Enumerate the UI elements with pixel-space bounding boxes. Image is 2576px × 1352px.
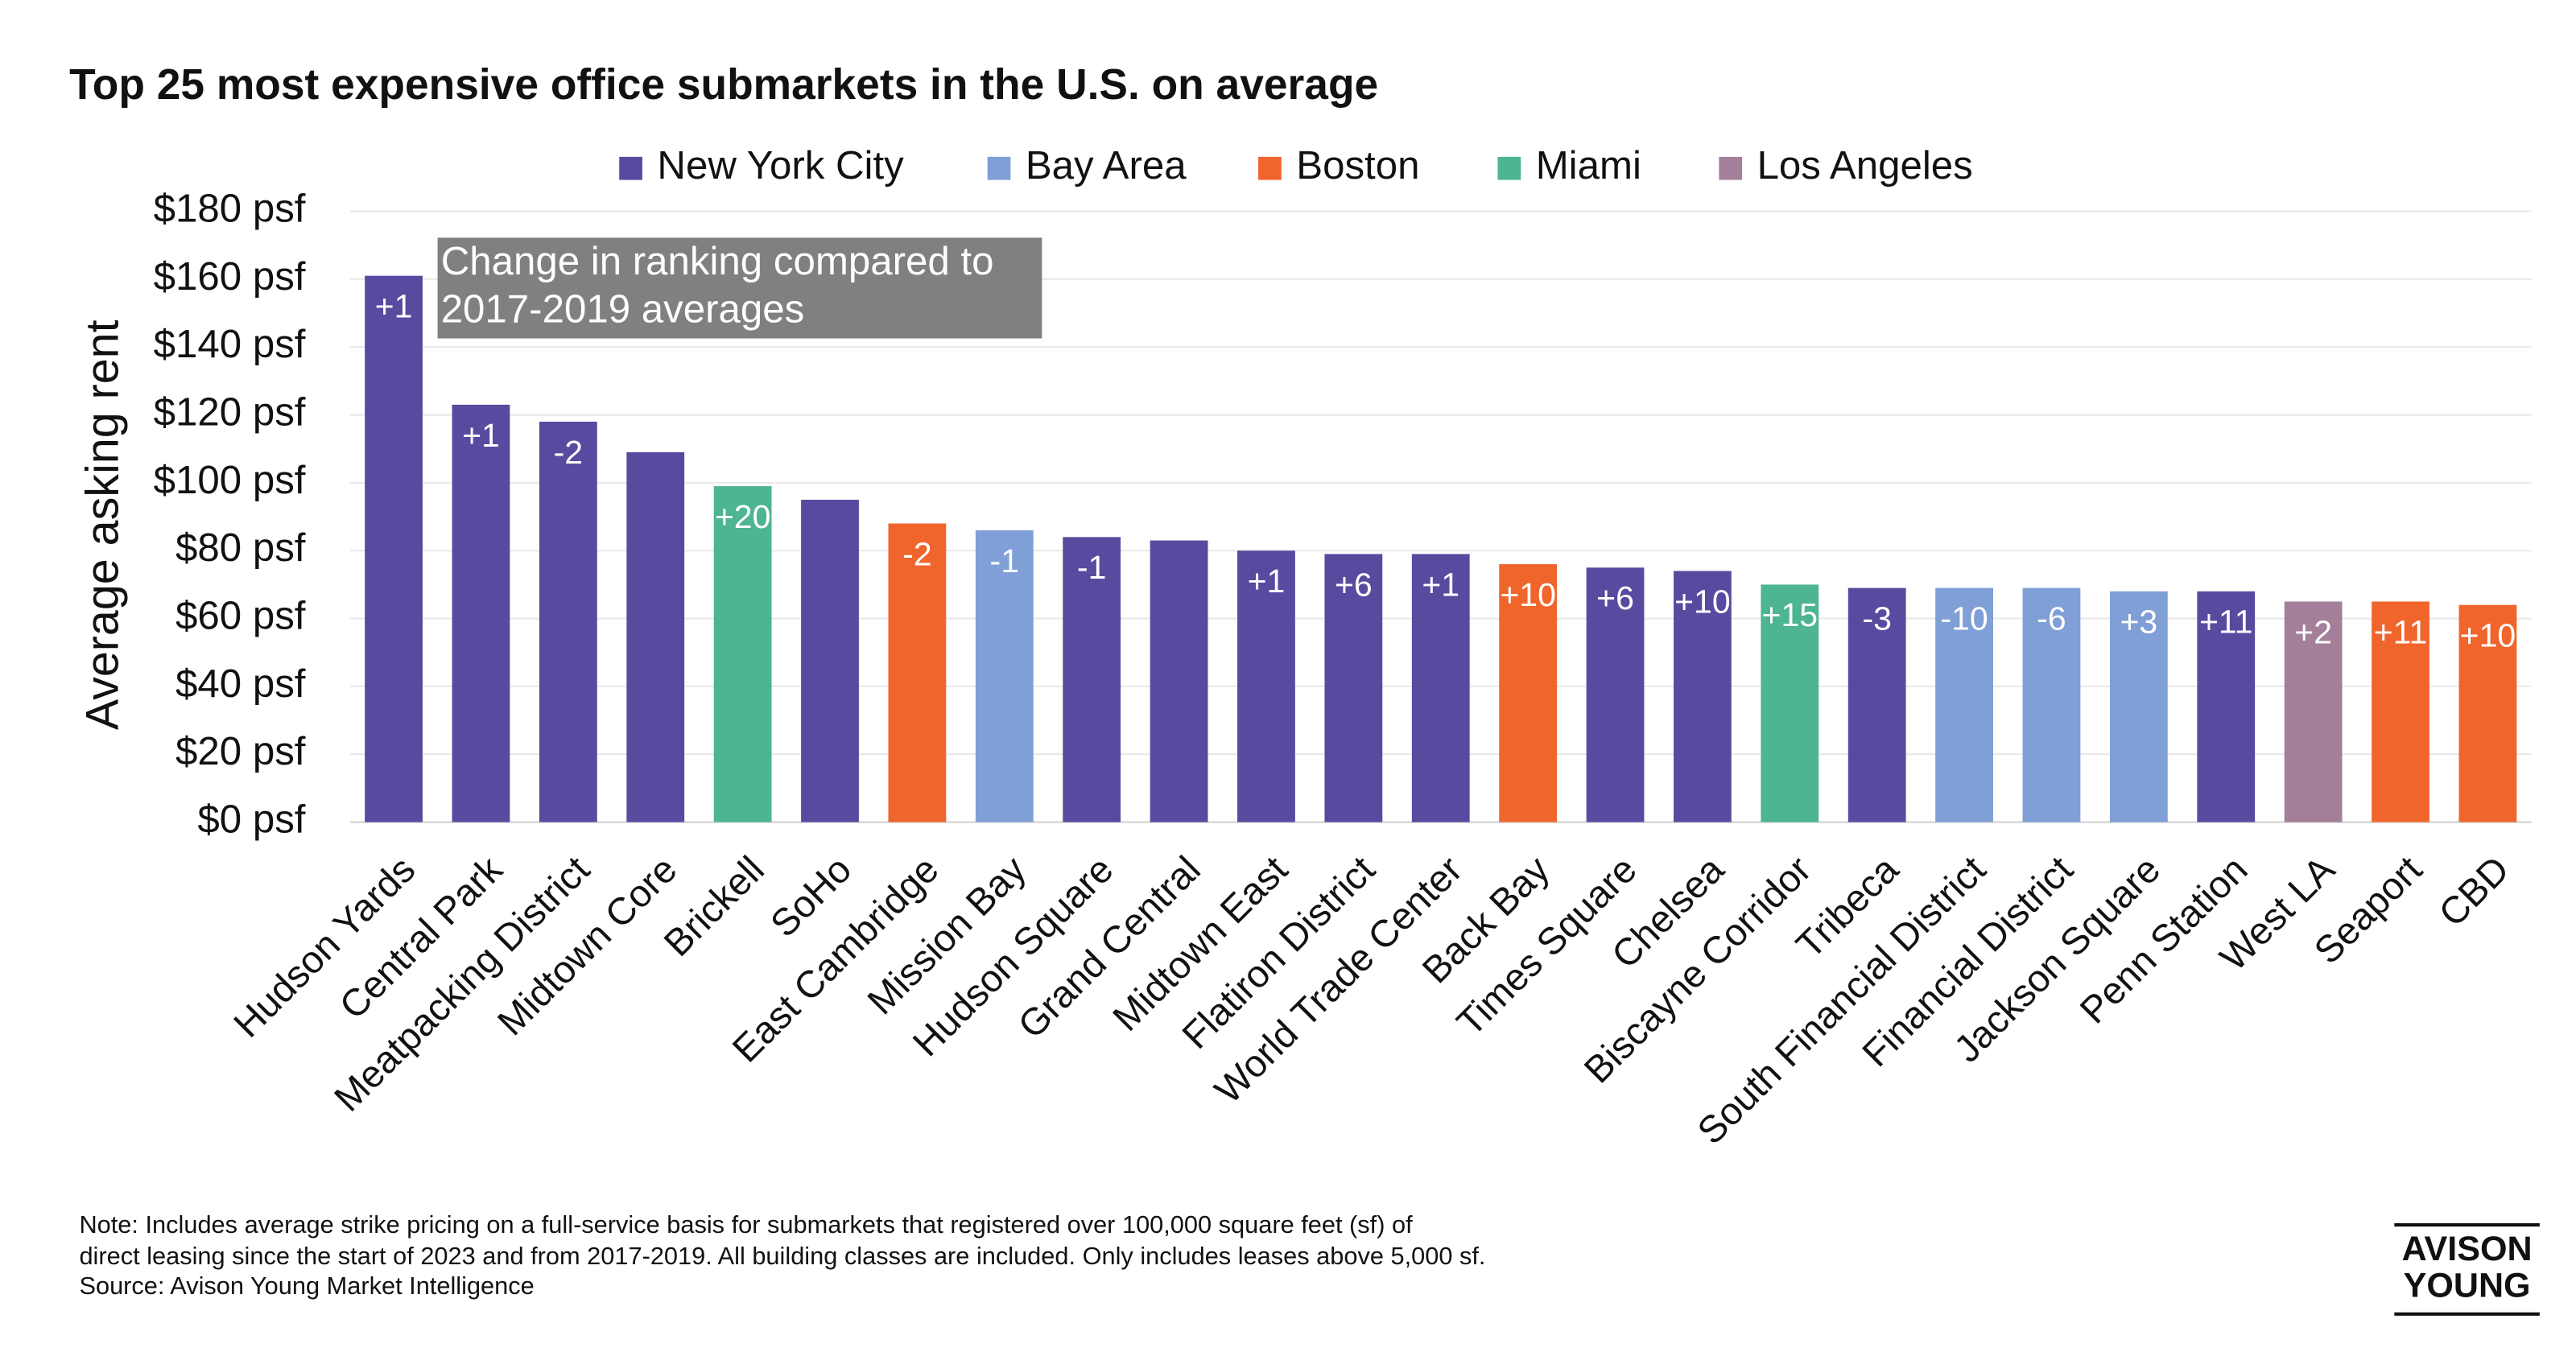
- rank-change-label: +11: [2374, 613, 2428, 650]
- rank-change-label: -3: [1862, 600, 1891, 637]
- y-tick-label: $160 psf: [154, 254, 306, 299]
- bar: [2372, 601, 2429, 822]
- bar: [2022, 587, 2081, 822]
- bar: [975, 530, 1034, 822]
- rank-change-label: -1: [990, 542, 1019, 579]
- y-axis-title: Average asking rent: [76, 319, 128, 730]
- bar: [713, 486, 772, 822]
- x-tick-label: CBD: [2430, 847, 2517, 934]
- rank-change-label: +10: [1674, 583, 1731, 620]
- logo: AVISON: [2402, 1230, 2533, 1268]
- bar: [801, 499, 859, 822]
- y-tick-label: $140 psf: [154, 322, 306, 366]
- rank-change-label: -2: [902, 535, 931, 572]
- bar: [2197, 591, 2256, 822]
- rank-change-label: +6: [1335, 566, 1373, 603]
- y-tick-label: $120 psf: [154, 390, 306, 435]
- bar: [539, 421, 597, 822]
- bar: [1935, 587, 1993, 822]
- legend-swatch: [1719, 156, 1743, 180]
- logo: YOUNG: [2404, 1266, 2531, 1305]
- bar: [452, 404, 510, 822]
- legend-label: Miami: [1536, 143, 1641, 188]
- rank-change-label: +1: [1422, 566, 1459, 603]
- rank-change-label: -2: [554, 434, 583, 471]
- bar: [1411, 554, 1470, 822]
- chart-title: Top 25 most expensive office submarkets …: [69, 61, 1378, 109]
- y-tick-label: $20 psf: [175, 729, 306, 773]
- rank-change-label: +10: [2460, 617, 2516, 654]
- bar: [1150, 540, 1208, 822]
- y-tick-label: $60 psf: [175, 594, 306, 638]
- annotation: Change in ranking compared to: [441, 239, 994, 283]
- bar: [1761, 584, 1819, 822]
- annotation-box: [437, 237, 1042, 339]
- y-tick-label: $100 psf: [154, 458, 306, 502]
- bar: [1324, 554, 1383, 822]
- legend-label: Los Angeles: [1757, 143, 1973, 188]
- legend-swatch: [987, 156, 1011, 180]
- y-tick-label: $180 psf: [154, 187, 306, 231]
- legend-label: Bay Area: [1026, 143, 1187, 188]
- rank-change-label: +1: [462, 417, 500, 454]
- legend-label: Boston: [1296, 143, 1419, 188]
- rank-change-label: +6: [1596, 579, 1634, 616]
- y-tick-label: $40 psf: [175, 662, 306, 706]
- bar: [1237, 550, 1295, 822]
- bar: [2458, 604, 2517, 822]
- annotation: 2017-2019 averages: [441, 287, 805, 332]
- bar: [888, 523, 947, 822]
- footnote: direct leasing since the start of 2023 a…: [79, 1242, 1485, 1270]
- rank-change-label: +20: [715, 498, 771, 535]
- rank-change-label: +3: [2120, 604, 2157, 641]
- rank-change-label: +10: [1500, 576, 1556, 613]
- legend-label: New York City: [657, 143, 904, 188]
- bar: [2284, 601, 2343, 822]
- bar: [2109, 591, 2168, 822]
- legend-swatch: [619, 156, 642, 180]
- bar: [1674, 571, 1732, 822]
- bar: [365, 275, 423, 822]
- legend-swatch: [1258, 156, 1282, 180]
- rank-change-label: +1: [1248, 563, 1286, 600]
- rank-change-label: +11: [2199, 604, 2253, 641]
- footnote: Source: Avison Young Market Intelligence: [79, 1272, 534, 1300]
- footnote: Note: Includes average strike pricing on…: [79, 1210, 1413, 1239]
- bar: [1847, 587, 1906, 822]
- y-tick-label: $0 psf: [197, 798, 305, 842]
- rank-change-label: -6: [2037, 600, 2066, 637]
- rank-change-label: +2: [2294, 613, 2332, 650]
- legend-swatch: [1497, 156, 1521, 180]
- bar: [1499, 564, 1558, 822]
- bar: [626, 451, 685, 822]
- rank-change-label: -10: [1940, 600, 1988, 637]
- bar: [1586, 567, 1645, 822]
- rank-change-label: +15: [1762, 596, 1818, 633]
- bar: [1063, 537, 1121, 822]
- rank-change-label: +1: [375, 288, 413, 325]
- rank-change-label: -1: [1077, 549, 1106, 586]
- y-tick-label: $80 psf: [175, 526, 306, 570]
